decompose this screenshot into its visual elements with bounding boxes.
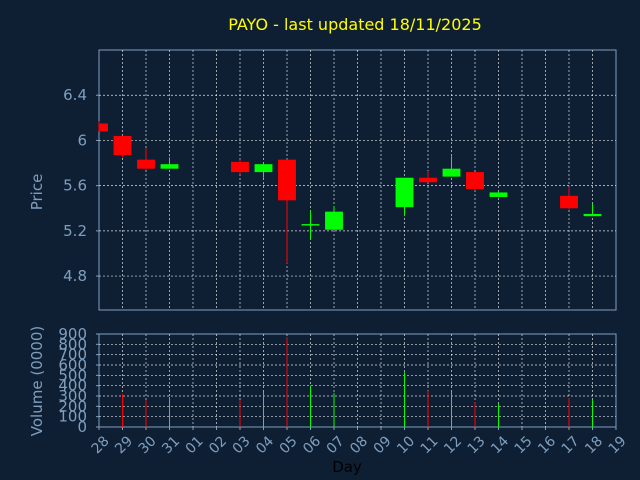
candle xyxy=(301,210,320,239)
x-tick-label: 09 xyxy=(371,433,395,457)
volume-y-tick-label: 200 xyxy=(58,397,87,415)
price-y-tick-label: 5.2 xyxy=(63,222,87,240)
candle-body xyxy=(254,164,273,173)
chart-title: PAYO - last updated 18/11/2025 xyxy=(228,15,482,34)
candle xyxy=(395,177,414,217)
volume-y-tick-label: 600 xyxy=(58,356,87,374)
candle xyxy=(560,186,578,210)
candle xyxy=(489,191,508,197)
price-y-tick-label: 4.8 xyxy=(63,267,87,285)
price-axis-label: Price xyxy=(28,174,46,211)
x-tick-label: 29 xyxy=(112,433,136,457)
volume-y-tick-label: 400 xyxy=(58,377,87,395)
volume-y-tick-label: 300 xyxy=(58,387,87,405)
candle xyxy=(254,163,273,178)
x-tick-label: 14 xyxy=(488,433,512,457)
candle-body xyxy=(489,192,508,197)
price-y-tick-label: 6 xyxy=(77,131,87,149)
candle-body xyxy=(160,164,179,169)
candle xyxy=(113,135,132,158)
price-y-tick-label: 6.4 xyxy=(63,86,87,104)
candle-body xyxy=(466,172,484,190)
candle-body xyxy=(137,159,155,169)
volume-y-tick-label: 700 xyxy=(58,346,87,364)
candle-body xyxy=(560,195,578,209)
candle xyxy=(278,159,296,264)
candle xyxy=(442,156,461,177)
x-tick-label: 30 xyxy=(136,433,160,457)
x-tick-label: 18 xyxy=(582,433,606,457)
volume-axis-label: Volume (0000) xyxy=(28,326,46,436)
x-tick-label: 07 xyxy=(324,433,348,457)
volume-y-tick-label: 0 xyxy=(77,418,87,436)
x-tick-label: 06 xyxy=(300,433,324,457)
candle xyxy=(160,157,179,169)
candle-body xyxy=(113,135,132,156)
candle-body xyxy=(419,177,437,183)
x-tick-label: 16 xyxy=(535,433,559,457)
price-y-tick-label: 5.6 xyxy=(63,177,87,195)
x-tick-label: 05 xyxy=(277,433,301,457)
candle-body xyxy=(231,161,249,173)
candle-body xyxy=(301,224,320,226)
candle xyxy=(231,159,249,175)
volume-y-tick-label: 800 xyxy=(58,335,87,353)
candle-body xyxy=(278,159,296,201)
price-panel: 4.8 5.2 5.6 6 6.4 xyxy=(63,49,617,311)
x-tick-label: 04 xyxy=(253,433,277,457)
x-tick-label: 03 xyxy=(230,433,254,457)
volume-y-tick-label: 100 xyxy=(58,408,87,426)
candle-body xyxy=(325,211,343,230)
x-axis: 28 29 30 31 01 02 03 04 05 06 07 08 09 10 11 12 13 14 15 16… xyxy=(89,427,630,457)
candle xyxy=(98,121,108,132)
candle-body xyxy=(99,123,108,132)
x-tick-label: 13 xyxy=(465,433,489,457)
x-tick-label: 08 xyxy=(347,433,371,457)
candle-body xyxy=(583,213,602,217)
candle xyxy=(466,172,484,191)
x-tick-label: 10 xyxy=(394,433,418,457)
x-tick-label: 11 xyxy=(418,433,442,457)
x-tick-label: 15 xyxy=(512,433,536,457)
candle xyxy=(137,148,155,170)
candle xyxy=(583,203,602,217)
volume-y-tick-label: 500 xyxy=(58,366,87,384)
x-tick-label: 01 xyxy=(183,433,207,457)
x-tick-label: 12 xyxy=(441,433,465,457)
x-tick-label: 28 xyxy=(89,433,113,457)
volume-y-tick-label: 900 xyxy=(58,325,87,343)
candle-body xyxy=(395,177,414,208)
x-tick-label: 19 xyxy=(606,433,630,457)
x-tick-label: 31 xyxy=(159,433,183,457)
candle xyxy=(419,170,437,183)
candle xyxy=(325,206,343,230)
x-tick-label: 17 xyxy=(559,433,583,457)
candle-body xyxy=(442,168,461,177)
x-tick-label: 02 xyxy=(206,433,230,457)
x-axis-label: Day xyxy=(332,458,362,476)
